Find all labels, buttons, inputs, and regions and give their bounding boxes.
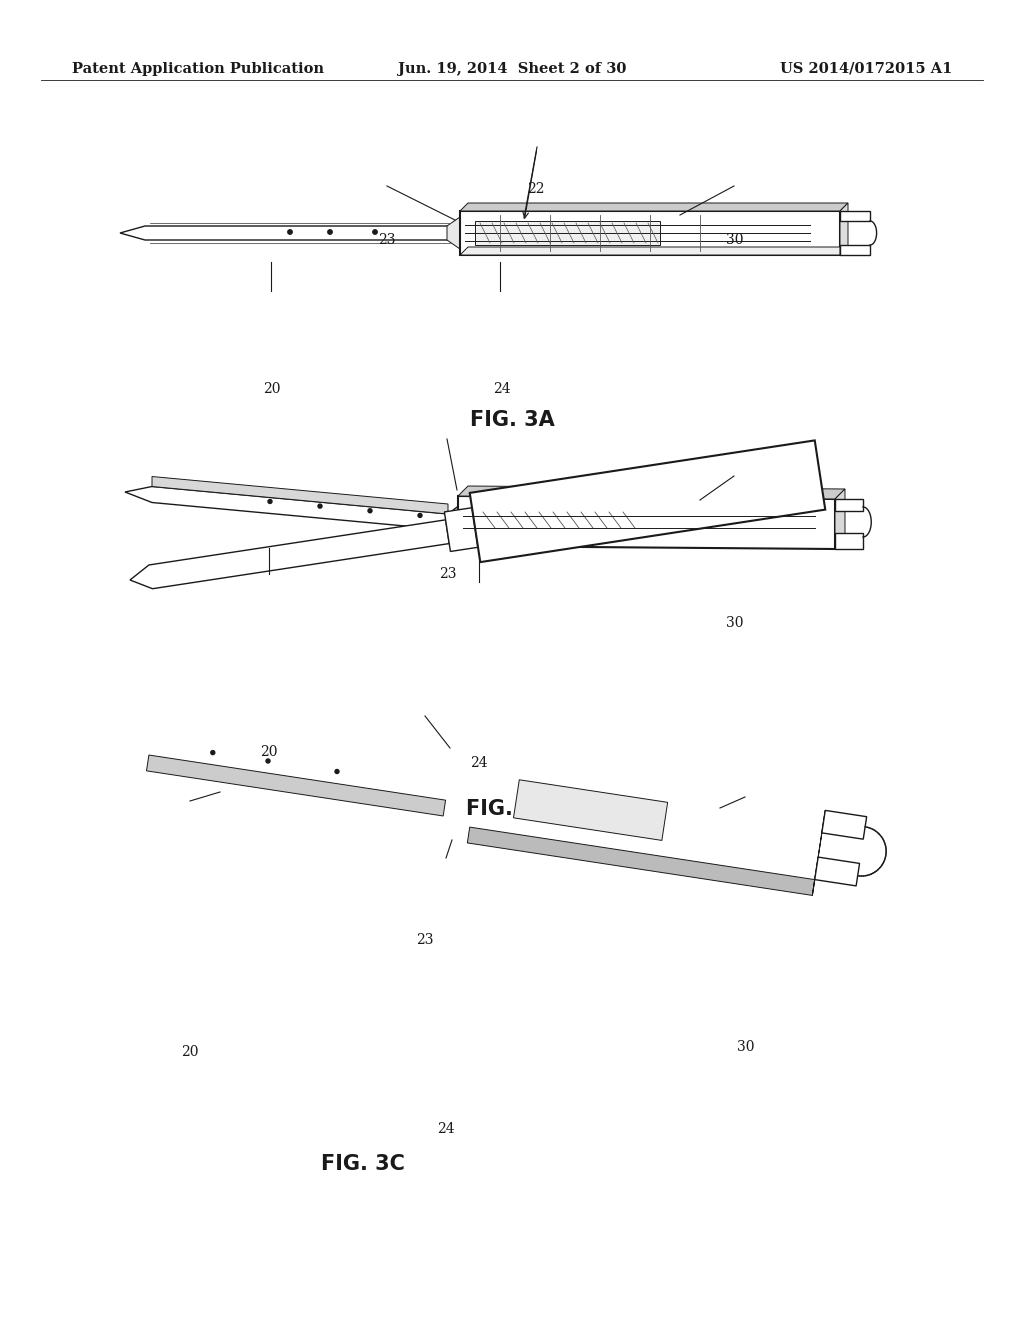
Circle shape — [328, 230, 332, 234]
Circle shape — [266, 759, 270, 763]
Polygon shape — [812, 810, 825, 895]
Polygon shape — [835, 533, 863, 549]
Polygon shape — [822, 810, 866, 840]
Polygon shape — [513, 780, 668, 841]
Text: Jun. 19, 2014  Sheet 2 of 30: Jun. 19, 2014 Sheet 2 of 30 — [397, 62, 627, 75]
Polygon shape — [120, 226, 452, 240]
Polygon shape — [460, 247, 848, 255]
Circle shape — [335, 770, 339, 774]
Polygon shape — [470, 441, 825, 562]
Polygon shape — [460, 203, 848, 211]
Text: 23: 23 — [378, 234, 396, 247]
Polygon shape — [125, 487, 449, 531]
Polygon shape — [835, 499, 863, 511]
Polygon shape — [447, 216, 460, 249]
Polygon shape — [478, 510, 638, 531]
Text: 20: 20 — [260, 746, 279, 759]
Text: 30: 30 — [736, 1040, 755, 1053]
Text: 20: 20 — [262, 383, 281, 396]
Polygon shape — [130, 520, 450, 589]
Polygon shape — [452, 219, 465, 247]
Text: 24: 24 — [493, 383, 511, 396]
Text: FIG. 3C: FIG. 3C — [322, 1154, 404, 1173]
Polygon shape — [458, 486, 845, 499]
Text: Patent Application Publication: Patent Application Publication — [72, 62, 324, 75]
Text: 24: 24 — [436, 1122, 455, 1135]
Polygon shape — [840, 203, 848, 255]
Polygon shape — [840, 211, 870, 220]
Polygon shape — [835, 488, 845, 549]
Polygon shape — [152, 477, 449, 513]
Text: 24: 24 — [470, 756, 488, 770]
Polygon shape — [460, 211, 840, 255]
Circle shape — [318, 504, 322, 508]
Text: 22: 22 — [526, 182, 545, 195]
Polygon shape — [146, 755, 445, 816]
Polygon shape — [467, 828, 815, 895]
Text: 23: 23 — [416, 933, 434, 946]
Circle shape — [268, 499, 272, 503]
Polygon shape — [449, 502, 465, 535]
Polygon shape — [458, 496, 835, 549]
Text: FIG. 3B: FIG. 3B — [466, 799, 550, 818]
Text: FIG. 3A: FIG. 3A — [470, 409, 554, 430]
Polygon shape — [444, 508, 478, 552]
Text: 20: 20 — [180, 1045, 199, 1059]
Polygon shape — [815, 857, 859, 886]
Polygon shape — [840, 246, 870, 255]
Text: 30: 30 — [726, 234, 744, 247]
Circle shape — [373, 230, 377, 234]
Text: 23: 23 — [438, 568, 457, 581]
Circle shape — [211, 751, 215, 755]
Text: 30: 30 — [726, 616, 744, 630]
Circle shape — [418, 513, 422, 517]
Polygon shape — [475, 220, 660, 246]
Text: US 2014/0172015 A1: US 2014/0172015 A1 — [779, 62, 952, 75]
Circle shape — [288, 230, 292, 234]
Circle shape — [368, 508, 372, 512]
